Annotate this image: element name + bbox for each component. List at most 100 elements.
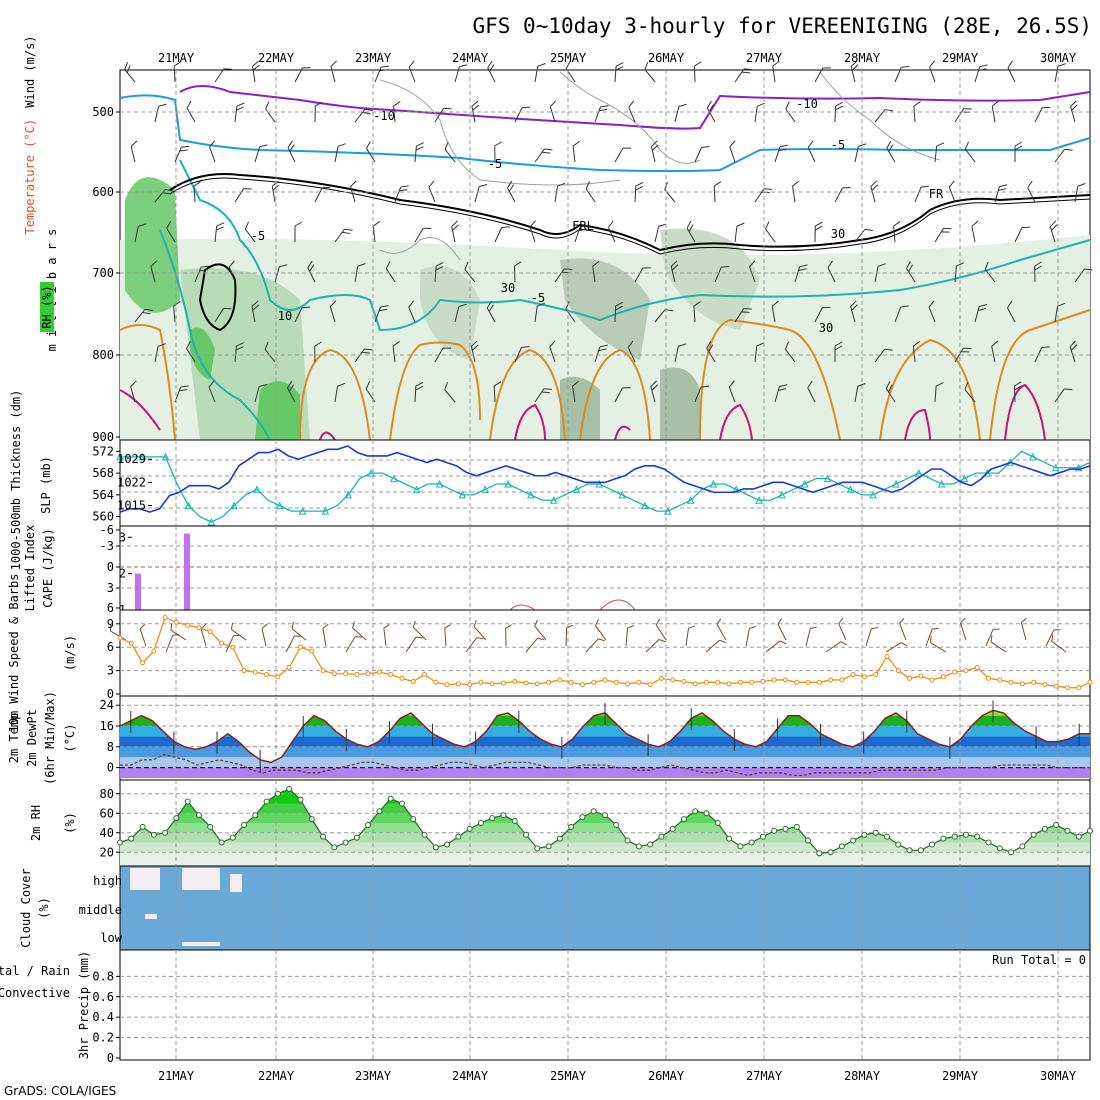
thickness-point — [275, 501, 284, 510]
wind-barb — [294, 306, 311, 323]
wind-barb — [287, 140, 296, 163]
bottom-date-label: 28MAY — [844, 1069, 881, 1083]
wind-barb-flag — [408, 60, 415, 68]
wind-barb — [870, 180, 878, 203]
surface-barb-flag — [170, 623, 173, 631]
surface-barb-shaft — [322, 628, 327, 647]
wind-barb-flag — [743, 308, 752, 310]
wind-barb-flag — [693, 301, 701, 307]
rh-point — [195, 812, 202, 819]
precip-total-label: Total / Rain — [0, 964, 70, 978]
wind-barb-flag — [678, 103, 687, 107]
wind-barb-shaft — [514, 107, 523, 123]
wind-barb-shaft — [408, 66, 416, 83]
wind-barb-shaft — [994, 186, 1000, 203]
top-date-label: 22MAY — [258, 51, 295, 65]
thickness-point — [641, 501, 649, 510]
lifted-index-tick-label: 0 — [107, 560, 114, 574]
wind-barb — [894, 65, 910, 83]
wind-barb-shaft — [870, 186, 876, 203]
wind-barb-flag — [265, 101, 270, 110]
wind-barb — [251, 300, 260, 323]
wind-barb-flag — [1027, 180, 1033, 189]
surface-barb-flag — [749, 626, 757, 629]
thickness-point — [732, 485, 741, 493]
wind-barb — [754, 342, 765, 363]
wind-barb — [893, 221, 901, 243]
surface-barb-shaft — [645, 639, 660, 653]
wind-speed-point — [1008, 679, 1014, 685]
wind-barb — [265, 101, 276, 123]
wind-barb-shaft — [454, 306, 460, 323]
surface-barb — [230, 622, 247, 641]
surface-barb-shaft — [291, 628, 307, 641]
wind-barb — [1014, 141, 1023, 162]
surface-barb — [383, 624, 390, 647]
wind-barb-flag — [415, 385, 424, 391]
wind-barb-flag — [779, 384, 788, 388]
cloud-middle-block — [145, 914, 157, 919]
wind-barb-shaft — [334, 386, 338, 403]
wind-barb — [694, 385, 710, 403]
wind-barb-shaft — [634, 185, 637, 203]
rh-ticks: 20 40 60 80 — [100, 787, 120, 859]
wind-speed-point — [579, 682, 585, 688]
surface-barb-shaft — [716, 624, 727, 641]
rh-point — [274, 790, 281, 797]
wind-speed-point — [681, 679, 687, 685]
wind-barb — [374, 305, 389, 323]
wind-barb-flag — [337, 382, 346, 387]
thickness-point — [686, 496, 695, 504]
cloud-high-block — [230, 874, 242, 892]
wind-barb — [765, 221, 776, 243]
wind-barb — [814, 221, 823, 243]
wind-barb-flag — [1034, 265, 1042, 271]
thickness-point — [207, 517, 216, 526]
surface-barb-flag — [871, 627, 878, 630]
wind-barb — [314, 186, 331, 203]
wind-barb-flag — [150, 260, 157, 267]
lifted-index-tick-label: -6 — [100, 523, 114, 537]
temp-band — [120, 726, 1090, 737]
wind-barb-flag — [708, 104, 714, 112]
wind-barb-shaft — [814, 307, 823, 323]
pressure-tick-label: 800 — [92, 348, 114, 362]
wind-barb-flag — [380, 305, 389, 308]
slp-axis-label: SLP (mb) — [39, 456, 53, 514]
rh-point — [320, 833, 327, 840]
contour-label: -5 — [831, 138, 845, 152]
wind-barb — [487, 60, 496, 83]
wind-barb — [1074, 268, 1093, 283]
wind-barb-flag — [181, 145, 190, 148]
rh-point — [500, 812, 507, 819]
wind-barb-shaft — [954, 266, 957, 283]
rh-point — [568, 823, 575, 830]
wind-barb-flag — [549, 100, 557, 108]
wind-barb-flag — [749, 260, 756, 268]
wind-barb-flag — [521, 106, 531, 109]
wind-barb-flag — [259, 144, 268, 148]
wind-barb — [1027, 180, 1036, 203]
wind-tick-label: 0 — [107, 687, 114, 701]
wind-barb — [209, 140, 216, 163]
wind-barb — [254, 144, 268, 163]
surface-barb — [777, 618, 787, 641]
bottom-date-label: 27MAY — [746, 1069, 783, 1083]
wind-barb — [614, 62, 624, 83]
wind-barb — [974, 64, 988, 83]
wind-barb-flag — [471, 344, 479, 351]
top-date-label: 24MAY — [452, 51, 489, 65]
surface-barb-shaft — [838, 623, 847, 641]
wind-barb-shaft — [334, 228, 346, 243]
wind-barb-shaft — [912, 346, 916, 363]
wind-speed-point — [444, 682, 450, 688]
wind-barb — [991, 340, 999, 363]
wind-barb — [394, 185, 409, 203]
wind-barb-flag — [906, 261, 911, 269]
wind-barb-shaft — [594, 346, 601, 363]
wind-barb-flag — [678, 343, 687, 347]
slp-line — [119, 445, 1091, 513]
rh-point — [286, 785, 293, 792]
wind-barb-flag — [1014, 141, 1023, 147]
wind-barb-flag — [694, 61, 702, 67]
